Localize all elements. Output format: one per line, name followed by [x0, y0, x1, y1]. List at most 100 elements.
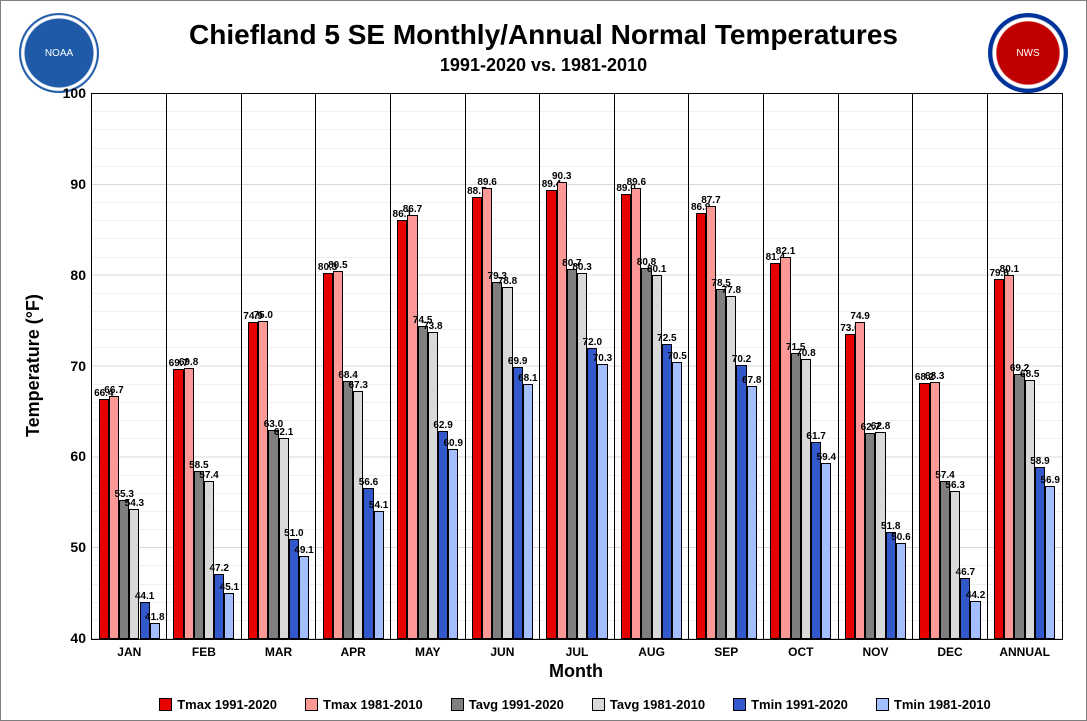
category-group: MAY86.186.774.573.862.960.9 [390, 94, 465, 639]
bar: 56.9 [1045, 486, 1055, 640]
category-group: JUN88.789.679.378.869.968.1 [465, 94, 540, 639]
category-group: ANNUAL79.680.169.268.558.956.9 [987, 94, 1062, 639]
bar: 49.1 [299, 556, 309, 639]
bar-value-label: 50.6 [891, 532, 910, 543]
bar: 86.7 [407, 215, 417, 639]
bar-value-label: 69.9 [508, 356, 527, 367]
bar-value-label: 62.1 [274, 427, 293, 438]
bar-value-label: 51.0 [284, 528, 303, 539]
bar-value-label: 70.2 [732, 354, 751, 365]
bar-value-label: 68.3 [925, 371, 944, 382]
category-label: AUG [614, 645, 689, 659]
bar-value-label: 49.1 [294, 545, 313, 556]
bar-value-label: 44.1 [135, 591, 154, 602]
bar: 70.3 [597, 364, 607, 639]
bar-value-label: 62.9 [433, 420, 452, 431]
bar: 68.1 [523, 384, 533, 639]
bar-value-label: 74.9 [850, 311, 869, 322]
bar-value-label: 80.1 [1000, 264, 1019, 275]
chart-subtitle: 1991-2020 vs. 1981-2010 [1, 55, 1086, 76]
category-label: FEB [167, 645, 242, 659]
bar: 68.5 [1025, 380, 1035, 639]
legend-label: Tmin 1991-2020 [751, 697, 848, 712]
bar: 75.0 [258, 321, 268, 639]
bar-value-label: 89.6 [477, 177, 496, 188]
bar: 63.0 [268, 430, 278, 639]
bar: 81.4 [770, 263, 780, 639]
bar: 68.2 [919, 383, 929, 639]
category-label: APR [316, 645, 391, 659]
bar-value-label: 73.8 [423, 321, 442, 332]
bar-value-label: 44.2 [966, 590, 985, 601]
bar-value-label: 70.5 [667, 351, 686, 362]
y-tick-label: 40 [70, 630, 86, 646]
bar: 58.5 [194, 471, 204, 639]
bar: 80.8 [641, 268, 651, 639]
y-tick-label: 60 [70, 448, 86, 464]
category-group: MAR74.975.063.062.151.049.1 [241, 94, 316, 639]
bar: 68.3 [930, 382, 940, 639]
bar-value-label: 78.8 [498, 276, 517, 287]
bar-value-label: 89.6 [627, 177, 646, 188]
bar-value-label: 51.8 [881, 521, 900, 532]
legend-swatch [305, 698, 318, 711]
legend-label: Tavg 1981-2010 [610, 697, 705, 712]
legend-label: Tavg 1991-2020 [469, 697, 564, 712]
bar: 80.3 [323, 273, 333, 639]
legend-item: Tmax 1981-2010 [305, 697, 423, 712]
category-group: AUG89.089.680.880.172.570.5 [614, 94, 689, 639]
bar-value-label: 56.9 [1040, 475, 1059, 486]
bar: 74.9 [855, 322, 865, 639]
legend-swatch [592, 698, 605, 711]
bar-value-label: 45.1 [220, 582, 239, 593]
bar: 78.5 [716, 289, 726, 639]
bar-value-label: 80.1 [647, 264, 666, 275]
bar-value-label: 67.8 [742, 375, 761, 386]
bar-value-label: 47.2 [209, 563, 228, 574]
bar: 66.7 [109, 396, 119, 639]
bar-value-label: 56.3 [945, 480, 964, 491]
bar: 72.0 [587, 348, 597, 639]
bar: 77.8 [726, 296, 736, 639]
category-group: OCT81.482.171.570.861.759.4 [764, 94, 839, 639]
bar: 79.3 [492, 282, 502, 639]
bar-value-label: 82.1 [776, 246, 795, 257]
bar-value-label: 72.5 [657, 333, 676, 344]
bar: 87.7 [706, 206, 716, 639]
bar: 74.9 [248, 322, 258, 639]
plot-area: JAN66.466.755.354.344.141.8FEB69.769.858… [91, 93, 1063, 640]
bar: 67.8 [747, 386, 757, 639]
category-label: DEC [913, 645, 988, 659]
category-group: DEC68.268.357.456.346.744.2 [913, 94, 988, 639]
legend-item: Tmax 1991-2020 [159, 697, 277, 712]
bar: 89.0 [621, 194, 631, 639]
bar: 89.6 [482, 188, 492, 639]
bar: 90.3 [557, 182, 567, 639]
y-axis-title: Temperature (°F) [23, 93, 44, 638]
bar: 41.8 [150, 623, 160, 639]
bar: 62.7 [865, 433, 875, 639]
bar: 79.6 [994, 279, 1004, 639]
legend-item: Tmin 1991-2020 [733, 697, 848, 712]
bar-value-label: 57.4 [199, 470, 218, 481]
bar: 88.7 [472, 197, 482, 639]
bar: 67.3 [353, 391, 363, 639]
bar: 78.8 [502, 287, 512, 639]
category-group: APR80.380.568.467.356.654.1 [316, 94, 391, 639]
category-group: JAN66.466.755.354.344.141.8 [92, 94, 167, 639]
bar: 56.3 [950, 491, 960, 639]
bar: 70.8 [801, 359, 811, 639]
legend-label: Tmax 1991-2020 [177, 697, 277, 712]
bar: 57.4 [204, 481, 214, 639]
bar: 80.1 [652, 275, 662, 639]
bar-value-label: 58.9 [1030, 456, 1049, 467]
bar: 80.3 [577, 273, 587, 639]
bar: 73.6 [845, 334, 855, 639]
bar-value-label: 56.6 [359, 477, 378, 488]
bar: 69.2 [1014, 374, 1024, 639]
category-label: ANNUAL [987, 645, 1062, 659]
bar-value-label: 54.3 [125, 498, 144, 509]
bar: 54.1 [374, 511, 384, 639]
bar-value-label: 68.1 [518, 373, 537, 384]
category-label: MAY [390, 645, 465, 659]
